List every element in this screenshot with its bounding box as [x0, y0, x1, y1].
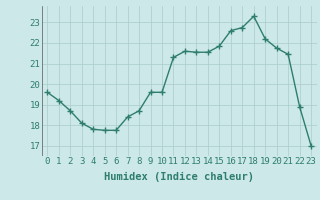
X-axis label: Humidex (Indice chaleur): Humidex (Indice chaleur) [104, 172, 254, 182]
